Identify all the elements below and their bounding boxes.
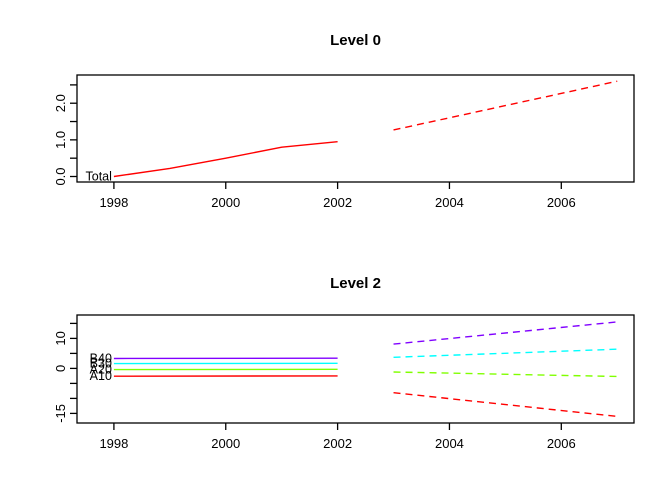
level-0-chart: Level 0 1998 2000 2002 2004 2006 0.0 1.0 2.0 Tota… (53, 32, 635, 210)
series-forecast-total (393, 80, 618, 131)
series-label-total: Total (86, 170, 112, 184)
x-tick-label: 2002 (323, 436, 352, 451)
x-tick-label: 2004 (435, 195, 464, 210)
y-tick-label: 2.0 (53, 94, 68, 112)
series-forecast-b40 (393, 321, 618, 345)
series-label-b30: B30 (90, 357, 112, 371)
x-tick-label: 2000 (211, 195, 240, 210)
panel-title: Level 2 (330, 275, 381, 292)
x-tick-label: 2002 (323, 195, 352, 210)
y-tick-label: 1.0 (53, 131, 68, 149)
series-history-total (113, 140, 338, 178)
series-label-a20: A20 (90, 363, 112, 377)
x-tick-label: 2004 (435, 436, 464, 451)
series-forecast-a10 (393, 392, 618, 418)
panel-title: Level 0 (330, 32, 381, 49)
plot-frame (76, 74, 635, 183)
y-tick-label: 10 (53, 331, 68, 345)
y-tick-label: 0 (53, 365, 68, 372)
series-forecast-b30 (393, 348, 618, 358)
series-forecast-a20 (393, 371, 618, 378)
x-tick-label: 2006 (547, 436, 576, 451)
x-tick-label: 2000 (211, 436, 240, 451)
y-tick-label: -15 (53, 404, 68, 423)
x-tick-label: 1998 (99, 436, 128, 451)
x-tick-label: 2006 (547, 195, 576, 210)
series-label-b40: B40 (90, 352, 112, 366)
series-label-a10: A10 (90, 369, 112, 383)
level-2-chart: Level 2 1998 2000 2002 2004 2006 -15 0 10 B40B30A… (53, 275, 635, 451)
x-tick-label: 1998 (99, 195, 128, 210)
y-tick-label: 0.0 (53, 167, 68, 185)
